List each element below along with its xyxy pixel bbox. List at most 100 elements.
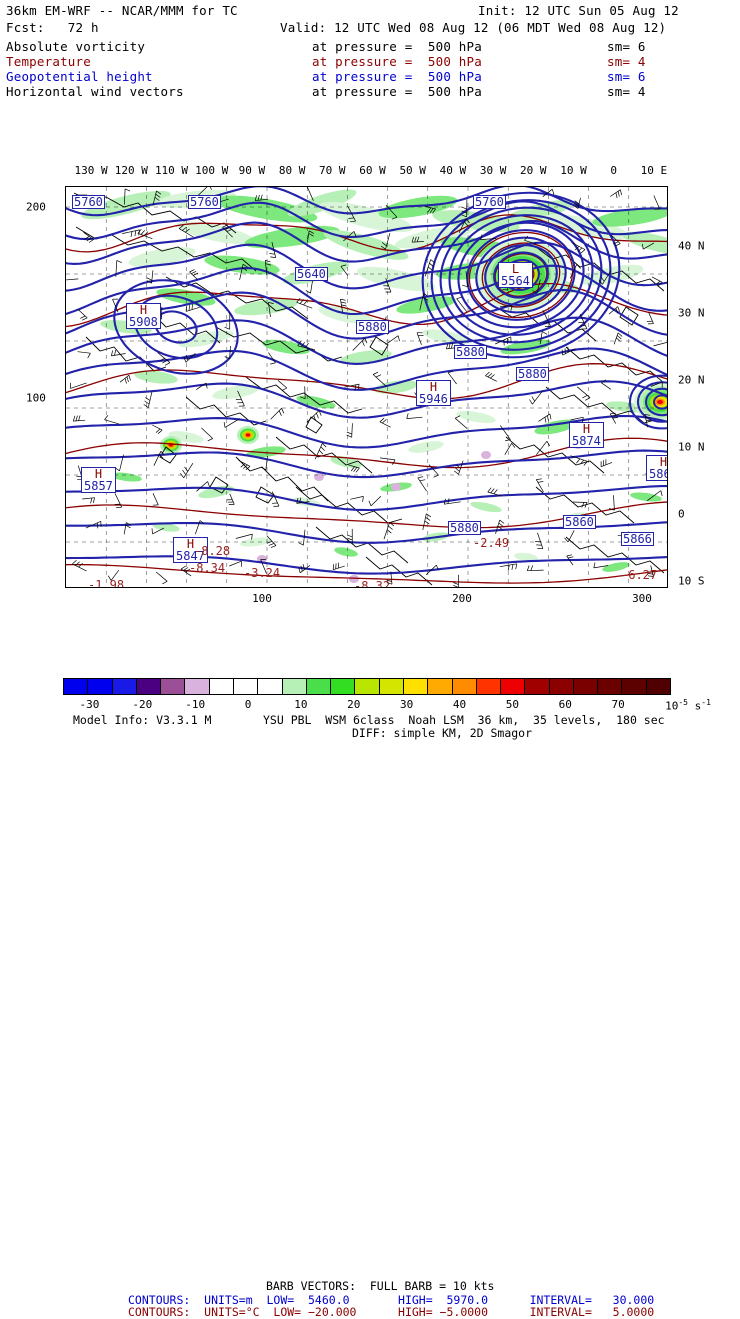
- colorbar-swatch-18[interactable]: [501, 679, 525, 694]
- colorbar-swatch-22[interactable]: [598, 679, 622, 694]
- field-row-1-level: at pressure = 500 hPa: [312, 55, 482, 69]
- colorbar-swatch-21[interactable]: [574, 679, 598, 694]
- height-contour-label: 5760: [473, 195, 506, 209]
- colorbar-swatch-12[interactable]: [355, 679, 379, 694]
- colorbar-swatch-13[interactable]: [380, 679, 404, 694]
- colorbar-swatch-15[interactable]: [428, 679, 452, 694]
- field-row-1-sm: sm= 4: [607, 55, 646, 69]
- colorbar-tick-4: 10: [294, 698, 307, 711]
- grid-y-tick-1: 100: [26, 392, 46, 405]
- field-row-0-sm: sm= 6: [607, 40, 646, 54]
- colorbar-swatch-20[interactable]: [550, 679, 574, 694]
- field-row-2-sm: sm= 6: [607, 70, 646, 84]
- colorbar-swatch-4[interactable]: [161, 679, 185, 694]
- temperature-label: -8.32: [354, 580, 390, 588]
- height-contour-label: 5866: [621, 532, 654, 546]
- lon-tick-7: 60 W: [359, 164, 386, 177]
- colorbar-swatch-10[interactable]: [307, 679, 331, 694]
- colorbar-swatch-0[interactable]: [64, 679, 88, 694]
- colorbar-swatch-17[interactable]: [477, 679, 501, 694]
- colorbar-swatch-1[interactable]: [88, 679, 112, 694]
- colorbar-swatch-7[interactable]: [234, 679, 258, 694]
- header-block: 36km EM-WRF -- NCAR/MMM for TC Init: 12 …: [0, 0, 740, 110]
- colorbar-tick-5: 20: [347, 698, 360, 711]
- height-contour-label: 5880: [516, 367, 549, 381]
- lat-tick-0: 40 N: [678, 240, 705, 253]
- field-row-2-name: Geopotential height: [6, 70, 153, 84]
- colorbar-swatch-3[interactable]: [137, 679, 161, 694]
- lon-tick-10: 30 W: [480, 164, 507, 177]
- field-row-3-sm: sm= 4: [607, 85, 646, 99]
- lon-tick-12: 10 W: [560, 164, 587, 177]
- colorbar-swatch-9[interactable]: [283, 679, 307, 694]
- lon-tick-3: 100 W: [195, 164, 228, 177]
- temperature-label: -3.24: [244, 567, 280, 579]
- lon-tick-4: 90 W: [239, 164, 266, 177]
- field-row-3-level: at pressure = 500 hPa: [312, 85, 482, 99]
- colorbar-tick-8: 50: [506, 698, 519, 711]
- lon-tick-14: 10 E: [641, 164, 668, 177]
- lat-tick-1: 30 N: [678, 307, 705, 320]
- grid-x-tick-1: 200: [452, 592, 472, 605]
- diffusion-info: DIFF: simple KM, 2D Smagor: [352, 727, 532, 740]
- colorbar-tick-7: 40: [453, 698, 466, 711]
- temperature-label: -1.98: [88, 579, 124, 588]
- temperature-label: -8.28: [194, 545, 230, 557]
- lon-tick-0: 130 W: [75, 164, 108, 177]
- lon-tick-13: 0: [610, 164, 617, 177]
- colorbar-swatch-24[interactable]: [647, 679, 670, 694]
- lat-tick-4: 0: [678, 508, 685, 521]
- lat-tick-2: 20 N: [678, 374, 705, 387]
- valid-time: Valid: 12 UTC Wed 08 Aug 12 (06 MDT Wed …: [280, 21, 666, 35]
- field-row-2-level: at pressure = 500 hPa: [312, 70, 482, 84]
- colorbar-tick-0: -30: [79, 698, 99, 711]
- barb-legend: BARB VECTORS: FULL BARB = 10 kts: [266, 1280, 494, 1293]
- field-row-0-name: Absolute vorticity: [6, 40, 145, 54]
- grid-x-tick-2: 300: [632, 592, 652, 605]
- colorbar-swatch-6[interactable]: [210, 679, 234, 694]
- grid-x-tick-0: 100: [252, 592, 272, 605]
- field-row-1-name: Temperature: [6, 55, 91, 69]
- lon-tick-5: 80 W: [279, 164, 306, 177]
- colorbar-swatch-19[interactable]: [525, 679, 549, 694]
- lat-tick-3: 10 N: [678, 441, 705, 454]
- colorbar-tick-2: -10: [185, 698, 205, 711]
- lon-tick-11: 20 W: [520, 164, 547, 177]
- colorbar-tick-10: 70: [612, 698, 625, 711]
- temperature-label: -6.27: [621, 569, 657, 581]
- height-contour-label: 5880: [448, 521, 481, 535]
- pressure-center-label: H5868: [646, 455, 668, 481]
- grid-y-tick-0: 200: [26, 201, 46, 214]
- vorticity-colorbar[interactable]: [63, 678, 671, 695]
- colorbar-swatch-11[interactable]: [331, 679, 355, 694]
- height-contour-label: 5760: [188, 195, 221, 209]
- colorbar-tick-3: 0: [245, 698, 252, 711]
- lon-tick-9: 40 W: [440, 164, 467, 177]
- model-title: 36km EM-WRF -- NCAR/MMM for TC: [6, 4, 238, 18]
- colorbar-swatch-8[interactable]: [258, 679, 282, 694]
- lon-tick-8: 50 W: [399, 164, 426, 177]
- colorbar-swatch-23[interactable]: [622, 679, 646, 694]
- colorbar-tick-6: 30: [400, 698, 413, 711]
- height-contour-label: 5880: [454, 345, 487, 359]
- lon-tick-6: 70 W: [319, 164, 346, 177]
- lon-tick-1: 120 W: [115, 164, 148, 177]
- colorbar-swatch-5[interactable]: [185, 679, 209, 694]
- field-row-3-name: Horizontal wind vectors: [6, 85, 184, 99]
- colorbar-swatch-16[interactable]: [453, 679, 477, 694]
- height-contour-label: 5640: [295, 267, 328, 281]
- colorbar-tick-1: -20: [132, 698, 152, 711]
- height-contour-label: 5860: [563, 515, 596, 529]
- colorbar-swatch-2[interactable]: [113, 679, 137, 694]
- colorbar-swatch-14[interactable]: [404, 679, 428, 694]
- field-row-0-level: at pressure = 500 hPa: [312, 40, 482, 54]
- temperature-label: -8.34: [189, 562, 225, 574]
- model-info: Model Info: V3.3.1 M: [73, 714, 211, 727]
- lon-tick-2: 110 W: [155, 164, 188, 177]
- height-contour-label: 5760: [72, 195, 105, 209]
